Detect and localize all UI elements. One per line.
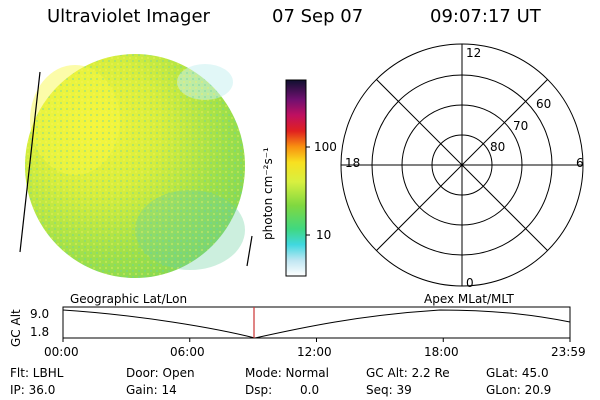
colorbar-tick-10: 10 [316, 228, 332, 242]
colorbar-tick-100: 100 [314, 140, 337, 154]
limb-line-left [19, 71, 41, 253]
polar-mlat-mlt-plot [340, 43, 584, 287]
status-dsp-label: Dsp: [245, 383, 273, 397]
status-gain: Gain: 14 [126, 383, 177, 397]
status-filter: Flt: LBHL [10, 366, 64, 380]
x-tick-0600: 06:00 [170, 345, 205, 359]
image-time: 09:07:17 UT [430, 6, 541, 27]
image-date: 07 Sep 07 [272, 6, 364, 27]
status-ip: IP: 36.0 [10, 383, 56, 397]
instrument-title: Ultraviolet Imager [47, 6, 210, 27]
color-scale-bar [285, 79, 310, 277]
mlt-label-0: 0 [466, 276, 474, 290]
apex-caption: Apex MLat/MLT [424, 292, 514, 306]
y-tick-top: 9.0 [30, 307, 50, 321]
x-tick-1800: 18:00 [424, 345, 459, 359]
mlt-label-12: 12 [466, 46, 482, 60]
status-glon: GLon: 20.9 [486, 383, 552, 397]
uv-earth-image [19, 54, 253, 278]
mlt-label-18: 18 [345, 156, 361, 170]
altitude-timeline [62, 306, 571, 342]
status-mode: Mode: Normal [245, 366, 329, 380]
x-tick-0000: 00:00 [44, 345, 79, 359]
status-door: Door: Open [126, 366, 195, 380]
mlt-label-6: 6 [576, 156, 584, 170]
status-seq: Seq: 39 [366, 383, 412, 397]
mlat-label-80: 80 [490, 140, 506, 154]
status-glat: GLat: 45.0 [486, 366, 549, 380]
x-tick-2359: 23:59 [551, 345, 586, 359]
x-tick-1200: 12:00 [297, 345, 332, 359]
geographic-caption: Geographic Lat/Lon [70, 292, 188, 306]
y-tick-bottom: 1.8 [30, 325, 50, 339]
status-dsp-value: 0.0 [300, 383, 320, 397]
timeline-axis-label: GC Alt [9, 309, 23, 347]
colorbar-unit-label: photon cm⁻²s⁻¹ [261, 147, 275, 240]
limb-line-right [246, 235, 253, 267]
mlat-label-60: 60 [536, 97, 552, 111]
mlat-label-70: 70 [513, 119, 529, 133]
status-gc-alt: GC Alt: 2.2 Re [366, 366, 450, 380]
